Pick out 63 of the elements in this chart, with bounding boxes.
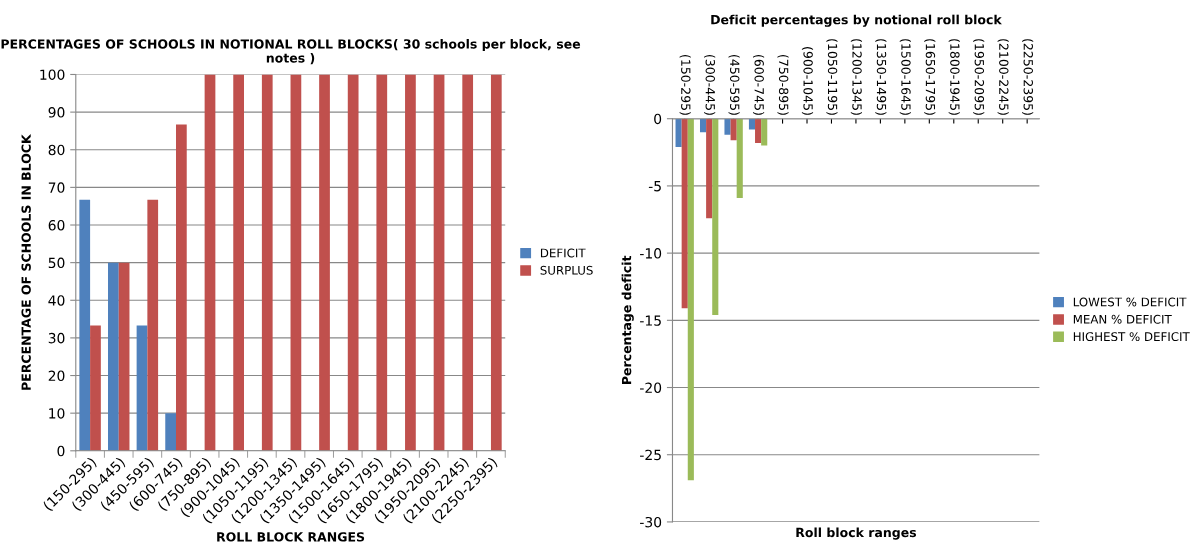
bar [490, 74, 502, 451]
x-tick-label: (900-1045) [801, 47, 814, 115]
bar [147, 199, 159, 451]
bar [347, 74, 359, 451]
bar [290, 74, 302, 451]
x-tick-label: (1350-1495) [875, 39, 887, 115]
y-axis-title: PERCENTAGE OF SCHOOLS IN BLOCK [21, 133, 31, 390]
legend-label: SURPLUS [540, 265, 593, 275]
x-tick-label: (2100-2245) [997, 39, 1009, 115]
bar [176, 124, 187, 451]
x-tick-label: (1200-1345) [850, 39, 862, 115]
bar [462, 74, 474, 451]
y-tick-label: 20 [48, 370, 65, 382]
y-tick-label: 40 [48, 295, 65, 306]
legend-label: HIGHEST % DEFICIT [1073, 332, 1190, 342]
y-tick-label: 30 [48, 332, 65, 344]
x-tick-label: (300-445) [704, 55, 716, 115]
bar [319, 74, 330, 451]
x-tick-label: (1050-1195) [826, 39, 838, 115]
x-tick-label: (600-745) [752, 55, 765, 115]
bar [136, 325, 148, 451]
x-tick-label: (450-595) [728, 55, 740, 115]
bar [118, 262, 130, 451]
bar [90, 325, 101, 451]
bar [233, 74, 244, 451]
chart-title: Deficit percentages by notional roll block [711, 14, 1002, 27]
y-tick-label: 100 [40, 69, 65, 80]
x-tick-label: (1950-2095) [973, 39, 985, 115]
legend-label: LOWEST % DEFICIT [1073, 297, 1187, 307]
y-tick-label: 80 [48, 144, 65, 156]
y-tick-label: -20 [640, 382, 662, 393]
y-tick-label: 0 [654, 113, 662, 125]
y-tick-label: 60 [48, 219, 65, 231]
y-tick-label: -30 [640, 516, 662, 528]
chart-title: PERCENTAGES OF SCHOOLS IN NOTIONAL ROLL BLOCKS( 30 schools per block, see notes ) [1, 39, 581, 65]
y-tick-label: -10 [640, 248, 662, 259]
y-axis-title: Percentage deficit [621, 255, 634, 384]
y-tick-label: -15 [640, 315, 661, 326]
y-tick-label: 10 [49, 408, 65, 419]
x-axis-title: ROLL BLOCK RANGES [217, 532, 365, 542]
x-axis-title: Roll block ranges [796, 527, 917, 540]
legend-label: MEAN % DEFICIT [1073, 314, 1172, 324]
y-tick-label: 90 [48, 107, 65, 118]
bar [204, 74, 216, 451]
y-tick-label: -5 [648, 181, 661, 192]
x-tick-label: (1650-1795) [924, 39, 936, 115]
x-tick-label: (1800-1945) [948, 39, 960, 115]
bar [79, 199, 91, 451]
bar [108, 262, 119, 451]
bar [165, 413, 176, 451]
y-tick-label: 70 [48, 182, 65, 193]
x-tick-label: (150-295) [679, 55, 691, 115]
x-tick-label: (1500-1645) [899, 39, 911, 115]
x-tick-label: (2250-2395) [1022, 39, 1034, 115]
x-tick-label: (750-895) [777, 55, 789, 115]
bar [376, 74, 388, 451]
y-tick-label: 50 [48, 257, 65, 269]
bar [433, 74, 445, 451]
y-tick-label: -25 [640, 449, 661, 461]
bar [405, 74, 416, 451]
legend-label: DEFICIT [540, 248, 586, 258]
bar [261, 74, 273, 451]
y-tick-label: 0 [57, 445, 65, 457]
